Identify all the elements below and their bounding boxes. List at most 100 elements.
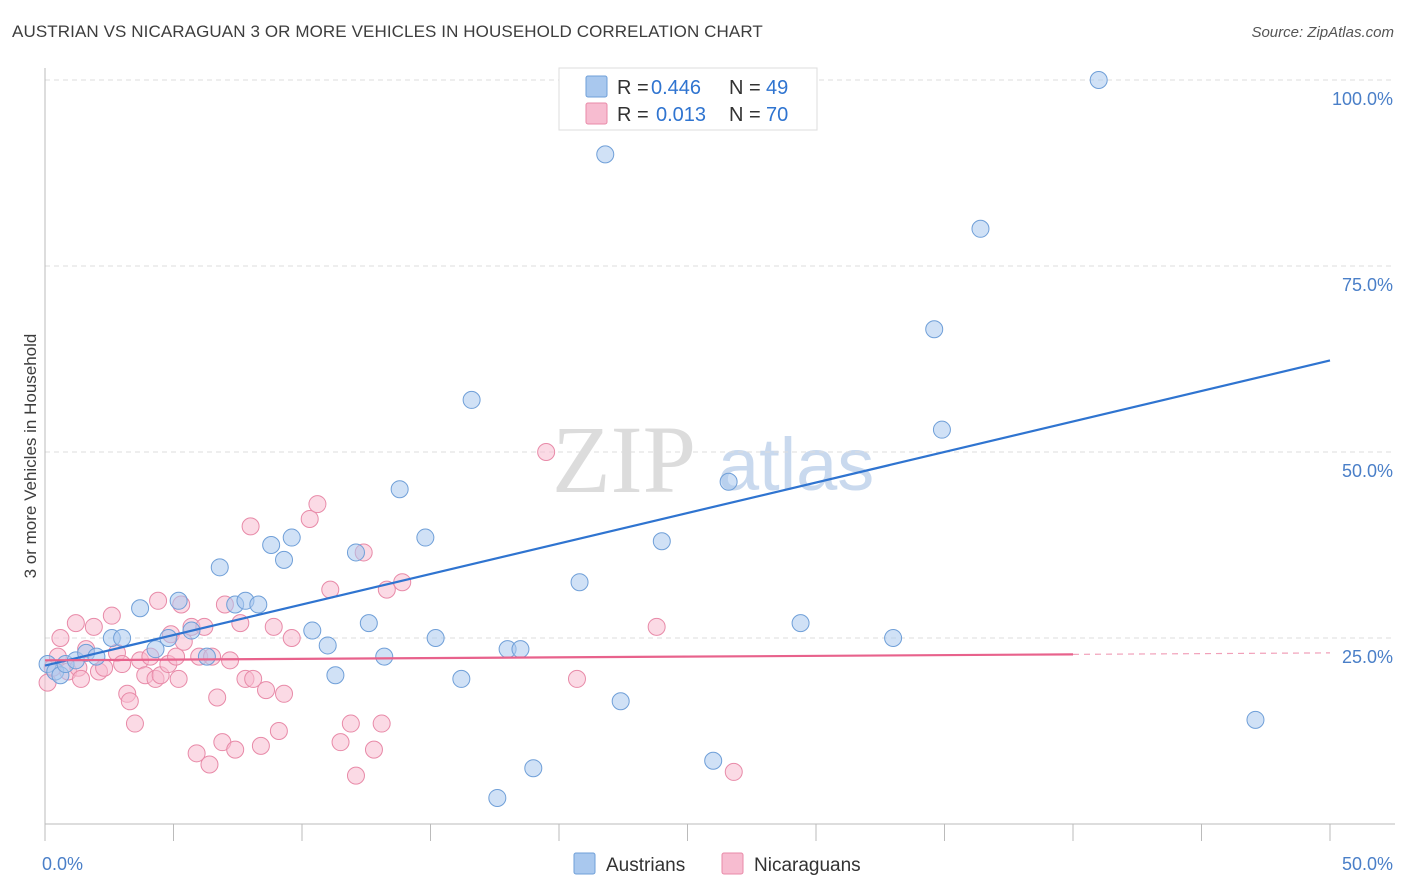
austrian-point bbox=[611, 692, 630, 711]
bottom-legend-label-nicaraguans: Nicaraguans bbox=[754, 855, 861, 876]
austrian-point bbox=[932, 420, 951, 439]
austrian-point bbox=[1089, 71, 1108, 89]
nicaraguan-point bbox=[567, 669, 586, 688]
legend-n-value-1: 49 bbox=[766, 77, 788, 99]
legend-r-value-2: 0.013 bbox=[656, 104, 706, 126]
tick-labels: 25.0% 50.0% 75.0% 100.0% 0.0% 50.0% bbox=[42, 89, 1393, 874]
nicaraguan-point bbox=[167, 647, 186, 666]
nicaraguan-point bbox=[251, 736, 270, 755]
nicaraguan-point bbox=[169, 669, 188, 688]
austrian-point bbox=[426, 629, 445, 647]
austrian-point bbox=[282, 528, 301, 547]
nicaraguan-point bbox=[308, 495, 327, 514]
nicaraguan-point bbox=[241, 517, 260, 536]
austrian-point bbox=[488, 788, 507, 807]
nicaraguan-point bbox=[341, 714, 360, 733]
nicaraguan-point bbox=[264, 617, 283, 636]
austrian-point bbox=[346, 543, 365, 562]
legend-n-value-2: 70 bbox=[766, 104, 788, 126]
nicaraguan-point bbox=[647, 617, 666, 636]
x-tick-label: 0.0% bbox=[42, 854, 83, 874]
nicaraguan-point bbox=[300, 509, 319, 528]
nicaraguan-point bbox=[187, 744, 206, 763]
nicaraguans-trend-extension bbox=[1072, 652, 1331, 655]
legend-swatch-nicaraguans bbox=[585, 102, 608, 125]
austrian-point bbox=[652, 532, 671, 551]
y-tick-label: 100.0% bbox=[1332, 89, 1393, 109]
bottom-legend-swatch-austrians bbox=[573, 852, 596, 875]
nicaraguan-point bbox=[226, 740, 245, 759]
x-tick-label: 50.0% bbox=[1342, 854, 1393, 874]
nicaraguan-point bbox=[244, 669, 263, 688]
austrian-point bbox=[791, 614, 810, 633]
nicaraguan-point bbox=[537, 443, 556, 461]
austrian-point bbox=[524, 759, 543, 778]
nicaraguan-point bbox=[257, 681, 276, 700]
nicaraguan-point bbox=[208, 688, 227, 707]
nicaraguan-point bbox=[331, 733, 350, 752]
y-tick-label: 50.0% bbox=[1342, 461, 1393, 481]
legend-n-label-2: N = bbox=[729, 104, 761, 126]
series-legend: Austrians Nicaraguans bbox=[573, 852, 861, 876]
austrian-point bbox=[169, 591, 188, 610]
legend-swatch-austrians bbox=[585, 75, 608, 98]
y-axis-title: 3 or more Vehicles in Household bbox=[21, 334, 40, 579]
bottom-legend-swatch-nicaraguans bbox=[721, 852, 744, 875]
nicaraguan-point bbox=[282, 629, 301, 647]
nicaraguan-point bbox=[71, 669, 90, 688]
nicaraguan-point bbox=[125, 714, 144, 733]
austrian-point bbox=[131, 599, 150, 618]
gridlines bbox=[45, 79, 1395, 639]
legend-r-value-1: 0.446 bbox=[651, 77, 701, 99]
bottom-legend-label-austrians: Austrians bbox=[606, 855, 685, 876]
trend-lines bbox=[44, 359, 1331, 667]
austrian-point bbox=[87, 647, 106, 666]
watermark-atlas: atlas bbox=[718, 423, 874, 506]
austrian-point bbox=[570, 573, 589, 592]
austrian-point bbox=[704, 751, 723, 770]
watermark-zip: ZIP bbox=[552, 406, 696, 513]
legend-r-label-1: R = bbox=[617, 77, 649, 99]
austrian-point bbox=[359, 614, 378, 633]
nicaraguan-point bbox=[275, 684, 294, 703]
austrian-point bbox=[326, 666, 345, 685]
nicaraguan-point bbox=[346, 766, 365, 785]
austrian-point bbox=[113, 629, 132, 647]
correlation-legend: R = 0.446 N = 49 R = 0.013 N = 70 bbox=[558, 67, 818, 131]
austrian-point bbox=[462, 390, 481, 409]
austrian-point bbox=[971, 219, 990, 238]
austrian-point bbox=[596, 145, 615, 164]
nicaraguans-trend-line bbox=[44, 653, 1074, 662]
austrian-point bbox=[884, 629, 903, 647]
y-tick-label: 25.0% bbox=[1342, 647, 1393, 667]
chart-title: AUSTRIAN VS NICARAGUAN 3 OR MORE VEHICLE… bbox=[12, 22, 763, 41]
austrian-point bbox=[146, 640, 165, 659]
nicaraguan-point bbox=[66, 614, 85, 633]
nicaraguan-point bbox=[364, 740, 383, 759]
austrian-point bbox=[390, 480, 409, 499]
y-tick-label: 75.0% bbox=[1342, 275, 1393, 295]
nicaraguan-point bbox=[113, 655, 132, 674]
axes bbox=[44, 68, 1395, 841]
nicaraguan-point bbox=[84, 617, 103, 636]
nicaraguan-point bbox=[120, 692, 139, 711]
nicaraguan-point bbox=[149, 591, 168, 610]
nicaraguan-point bbox=[269, 722, 288, 740]
legend-n-label-1: N = bbox=[729, 77, 761, 99]
austrian-point bbox=[925, 320, 944, 339]
austrian-point bbox=[511, 640, 530, 659]
austrian-point bbox=[719, 472, 738, 491]
nicaraguan-point bbox=[724, 762, 743, 781]
austrian-point bbox=[210, 558, 229, 577]
austrian-point bbox=[249, 595, 268, 614]
austrian-point bbox=[303, 621, 322, 640]
austrian-point bbox=[452, 669, 471, 688]
austrian-point bbox=[375, 647, 394, 666]
nicaraguan-point bbox=[200, 755, 219, 774]
austrian-point bbox=[262, 536, 281, 554]
austrian-point bbox=[197, 647, 216, 666]
austrian-point bbox=[416, 528, 435, 547]
nicaraguan-point bbox=[372, 714, 391, 733]
nicaraguan-point bbox=[51, 629, 70, 647]
